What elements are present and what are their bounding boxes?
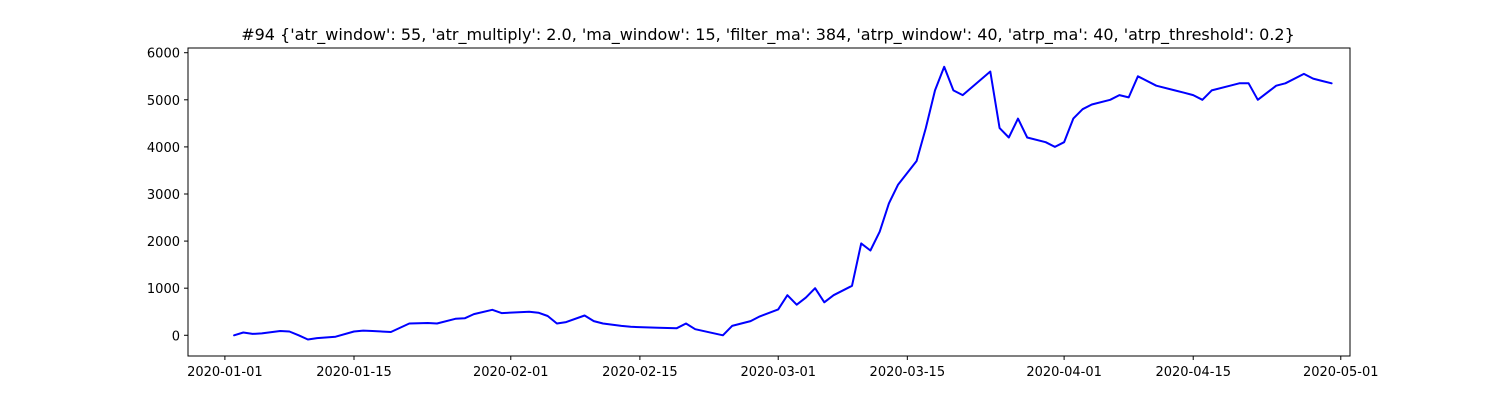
x-tick-label: 2020-03-01 <box>740 365 816 380</box>
x-tick-label: 2020-05-01 <box>1303 365 1379 380</box>
y-tick-label: 3000 <box>147 188 180 203</box>
y-tick-label: 4000 <box>147 141 180 156</box>
series-line <box>233 65 1333 341</box>
x-tick-label: 2020-02-01 <box>473 365 549 380</box>
x-tick-label: 2020-02-15 <box>602 365 678 380</box>
y-tick-label: 6000 <box>147 47 180 62</box>
y-axis: 0 1000 2000 3000 4000 5000 6000 <box>147 47 188 344</box>
y-tick-label: 5000 <box>147 94 180 109</box>
x-tick-label: 2020-01-15 <box>316 365 392 380</box>
y-tick-label: 0 <box>172 329 180 344</box>
chart-title: #94 {'atr_window': 55, 'atr_multiply': 2… <box>241 25 1295 45</box>
x-tick-label: 2020-04-01 <box>1026 365 1102 380</box>
x-axis: 2020-01-01 2020-01-15 2020-02-01 2020-02-15… <box>187 356 1379 380</box>
plot-area <box>187 47 1351 357</box>
x-tick-label: 2020-04-15 <box>1155 365 1231 380</box>
y-tick-label: 2000 <box>147 235 180 250</box>
x-tick-label: 2020-03-15 <box>870 365 946 380</box>
plot-frame <box>187 47 1351 357</box>
y-tick-label: 1000 <box>147 282 180 297</box>
x-tick-label: 2020-01-01 <box>187 365 263 380</box>
